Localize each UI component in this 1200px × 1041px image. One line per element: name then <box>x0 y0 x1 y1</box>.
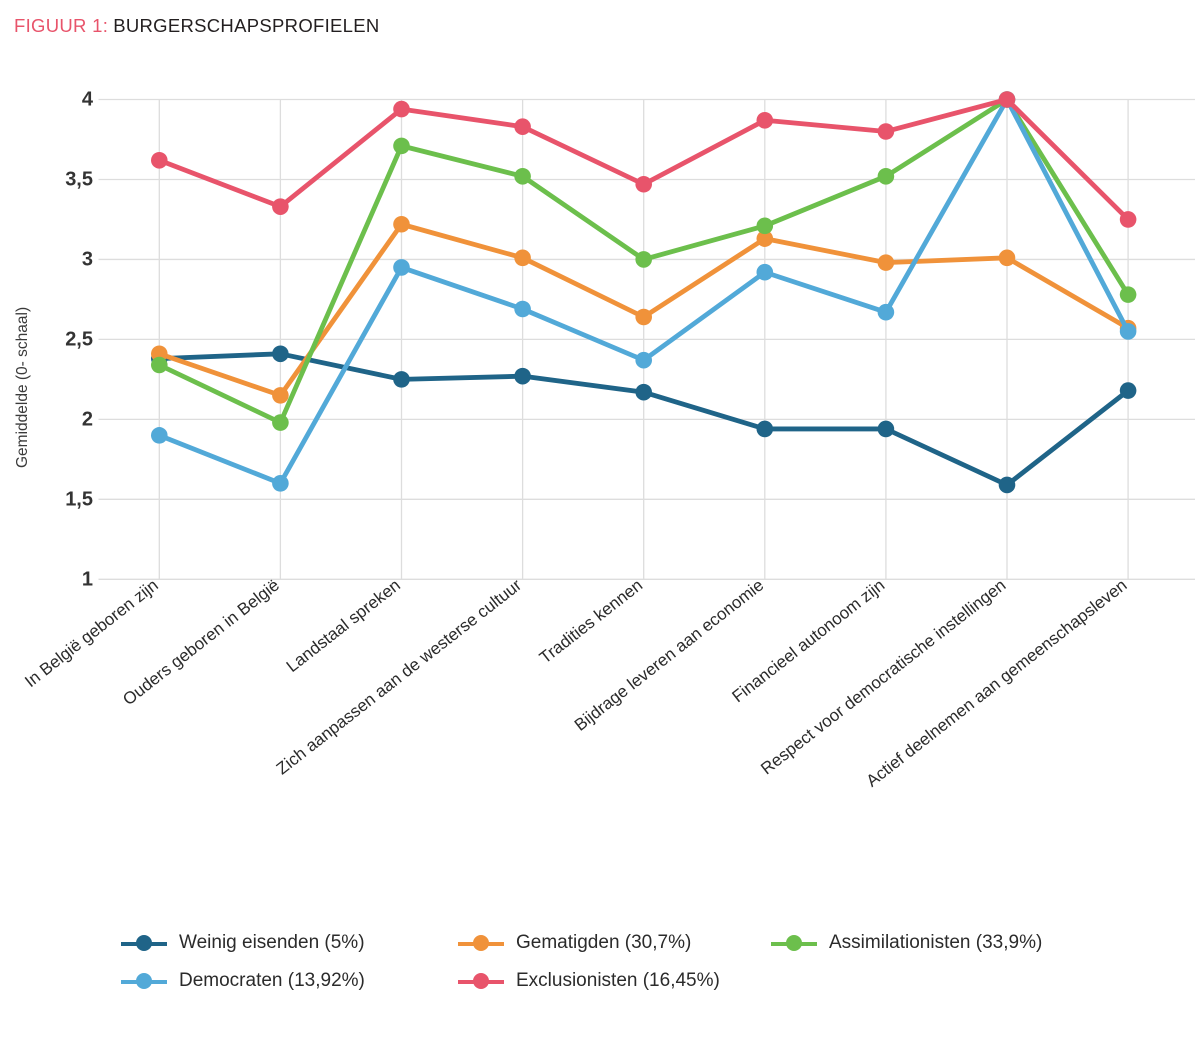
svg-text:Landstaal spreken: Landstaal spreken <box>283 575 404 676</box>
svg-text:4: 4 <box>82 89 94 111</box>
svg-text:Zich aanpassen aan de westerse: Zich aanpassen aan de westerse cultuur <box>273 575 525 778</box>
svg-text:2,5: 2,5 <box>65 328 93 350</box>
svg-text:3,5: 3,5 <box>65 168 93 190</box>
svg-text:2: 2 <box>82 408 93 430</box>
svg-text:Bijdrage leveren aan economie: Bijdrage leveren aan economie <box>571 575 767 734</box>
svg-text:In België geboren zijn: In België geboren zijn <box>21 575 162 691</box>
svg-text:Actief deelnemen aan gemeensch: Actief deelnemen aan gemeenschapsleven <box>863 575 1131 790</box>
svg-text:Tradities kennen: Tradities kennen <box>536 575 646 667</box>
svg-text:1,5: 1,5 <box>65 488 93 510</box>
svg-text:Respect voor democratische ins: Respect voor democratische instellingen <box>757 575 1009 778</box>
svg-text:1: 1 <box>82 568 93 590</box>
svg-text:3: 3 <box>82 248 93 270</box>
